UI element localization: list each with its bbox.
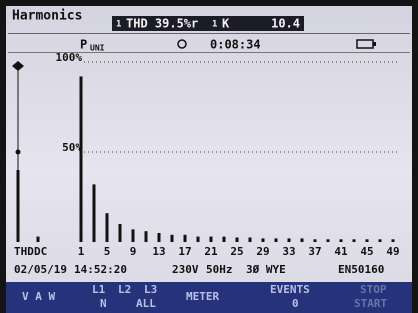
bar [353, 239, 356, 242]
bar [184, 235, 187, 242]
softkey[interactable]: METER [186, 290, 219, 303]
configuration: 3Ø WYE [246, 263, 286, 276]
bar [37, 237, 40, 242]
bar [197, 237, 200, 242]
x-tick-label: 21 [204, 245, 218, 258]
x-tick-label: 13 [152, 245, 165, 258]
thd: THD 39.5%r [126, 17, 198, 31]
x-tick-label: 25 [230, 245, 243, 258]
x-tick-label: 49 [386, 245, 399, 258]
bar [171, 235, 174, 242]
bar [210, 237, 213, 242]
mode: P [80, 38, 87, 52]
phase: 1 [212, 20, 217, 30]
bar [288, 238, 291, 242]
bar [93, 184, 96, 242]
softkey[interactable]: N [100, 297, 107, 310]
bar [392, 239, 395, 242]
bar [275, 238, 278, 242]
softkey[interactable]: EVENTS [270, 283, 310, 296]
softkey[interactable]: V A W [22, 290, 55, 303]
softkey[interactable]: START [354, 297, 387, 310]
voltage: 230V [172, 263, 199, 276]
softkey[interactable]: L1 [92, 283, 106, 296]
x-tick-label: 33 [282, 245, 295, 258]
time: 14:52:20 [74, 263, 127, 276]
timer: 0:08:34 [210, 38, 261, 52]
bar [262, 238, 265, 242]
mode-sub: UNI [90, 44, 105, 53]
bar [119, 224, 122, 242]
softkey[interactable]: L3 [144, 283, 157, 296]
x-tick-label: DC [34, 245, 47, 258]
bar [17, 170, 20, 242]
x-tick-label: 29 [256, 245, 269, 258]
x-tick-label: 1 [78, 245, 85, 258]
k-factor: K [222, 17, 230, 31]
bar [80, 76, 83, 242]
x-tick-label: 37 [308, 245, 321, 258]
softkey[interactable]: 0 [292, 297, 299, 310]
bar [379, 239, 382, 242]
bar [145, 231, 148, 242]
battery-icon [373, 42, 376, 46]
softkey[interactable]: ALL [136, 297, 156, 310]
x-tick-label: THD [14, 245, 34, 258]
bar [301, 238, 304, 242]
softkey[interactable]: STOP [360, 283, 387, 296]
softkey[interactable]: L2 [118, 283, 131, 296]
x-tick-label: 9 [130, 245, 137, 258]
screen-title: Harmonics [12, 9, 82, 24]
cursor-dot [16, 150, 21, 155]
bar [223, 237, 226, 242]
bar [158, 233, 161, 242]
date: 02/05/19 [14, 263, 67, 276]
x-tick-label: 5 [104, 245, 111, 258]
x-tick-label: 17 [178, 245, 191, 258]
phase: 1 [116, 20, 121, 30]
bar [132, 229, 135, 242]
bar [314, 239, 317, 242]
y-tick-label: 50% [62, 141, 82, 154]
bar [106, 213, 109, 242]
k-value: 10.4 [271, 17, 300, 31]
divider [8, 33, 410, 34]
bar [366, 239, 369, 242]
bar [236, 238, 239, 243]
bar [249, 238, 252, 243]
frequency: 50Hz [206, 263, 233, 276]
device-screen: Harmonics 1 THD 39.5%r 1 K 10.4 P UNI 0:… [0, 0, 418, 313]
x-tick-label: 41 [334, 245, 348, 258]
x-tick-label: 45 [360, 245, 373, 258]
bar [327, 239, 330, 242]
standard: EN50160 [338, 263, 384, 276]
bar [340, 239, 343, 242]
y-tick-label: 100% [56, 51, 83, 64]
